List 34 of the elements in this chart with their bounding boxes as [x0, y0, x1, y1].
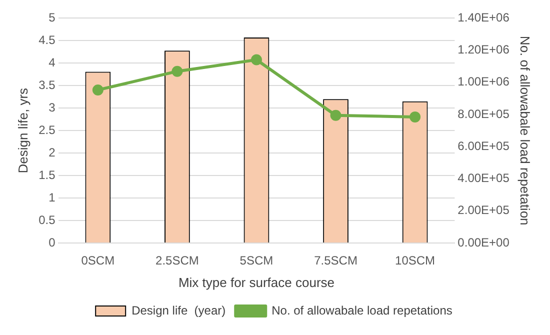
y-tick-label: 1 — [48, 190, 56, 204]
y-tick-label: 4.5 — [38, 32, 56, 47]
y-tick-label: 5 — [48, 10, 56, 25]
y2-tick-label: 1.00E+06 — [458, 74, 510, 89]
point — [250, 54, 262, 66]
y2-tick-label: 4.00E+05 — [458, 171, 510, 186]
point — [330, 110, 342, 121]
legend-label: Design life (year) — [132, 303, 226, 318]
legend-label: No. of allowabale load repetations — [272, 303, 452, 318]
y2-tick-label: 2.00E+05 — [458, 203, 510, 218]
y-tick-label: 0.5 — [38, 212, 56, 227]
x-axis-title: Mix type for surface course — [178, 274, 335, 290]
y2-axis-title: No. of allowabale load repetation — [518, 36, 533, 226]
point — [92, 84, 104, 96]
y-axis-title: Design life, yrs — [15, 87, 30, 174]
y-tick-label: 0 — [48, 235, 56, 250]
x-tick-label: 10SCM — [395, 254, 436, 268]
x-tick-label: 5SCM — [240, 254, 274, 268]
y2-tick-label: 1.40E+06 — [458, 10, 510, 25]
x-tick-label: 7.5SCM — [314, 254, 358, 268]
point — [410, 111, 421, 122]
y-tick-label: 1.5 — [38, 168, 56, 182]
y-tick-label: 2 — [48, 145, 56, 160]
x-tick-label: 0SCM — [81, 254, 115, 268]
x-tick-label: 2.5SCM — [156, 254, 199, 268]
point — [172, 66, 183, 77]
y-tick-label: 2.5 — [38, 122, 56, 137]
y2-tick-label: 1.20E+06 — [458, 42, 510, 57]
y2-tick-label: 0.00E+00 — [458, 235, 510, 250]
y-tick-label: 3 — [48, 100, 56, 114]
y-tick-label: 4 — [48, 55, 56, 70]
y-tick-label: 3.5 — [38, 78, 56, 92]
y2-tick-label: 8.00E+05 — [458, 106, 510, 121]
y2-tick-label: 6.00E+05 — [458, 138, 510, 153]
